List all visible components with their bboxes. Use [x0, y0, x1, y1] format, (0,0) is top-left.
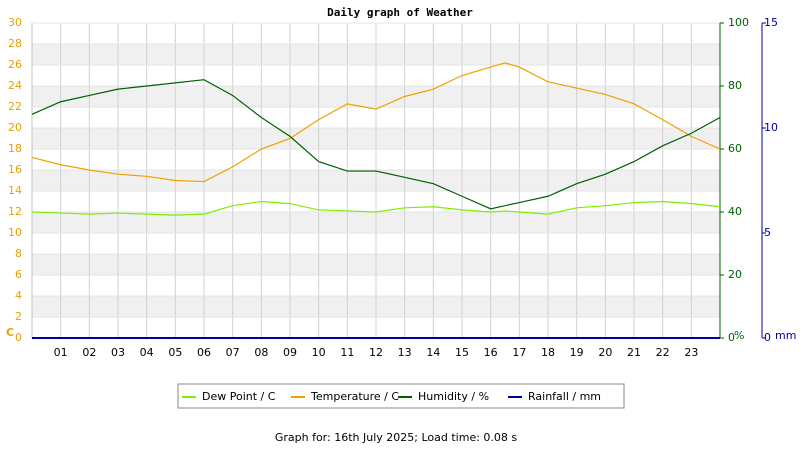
x-tick-label: 21	[627, 346, 641, 359]
y3-tick-label: 0	[764, 331, 771, 344]
x-tick-label: 03	[111, 346, 125, 359]
legend-label: Dew Point / C	[202, 390, 276, 403]
x-tick-label: 08	[254, 346, 268, 359]
y-tick-label: 12	[8, 205, 22, 218]
y-tick-label: 2	[15, 310, 22, 323]
legend-label: Humidity / %	[418, 390, 489, 403]
y3-axis-label: mm	[775, 329, 796, 342]
y-axis-label: C	[6, 326, 14, 339]
x-tick-label: 16	[484, 346, 498, 359]
y-tick-label: 6	[15, 268, 22, 281]
x-tick-label: 15	[455, 346, 469, 359]
series-line	[31, 79, 721, 210]
legend-label: Temperature / C	[310, 390, 399, 403]
x-tick-label: 22	[656, 346, 670, 359]
series-line	[31, 62, 721, 183]
y2-tick-label: 80	[728, 79, 742, 92]
y2-tick-label: 60	[728, 142, 742, 155]
y-tick-label: 26	[8, 58, 22, 71]
x-tick-label: 14	[426, 346, 440, 359]
series-line	[31, 200, 721, 216]
footer: Graph for: 16th July 2025; Load time: 0.…	[275, 431, 518, 444]
x-tick-label: 10	[312, 346, 326, 359]
x-tick-label: 04	[140, 346, 154, 359]
x-tick-label: 01	[54, 346, 68, 359]
y-tick-label: 10	[8, 226, 22, 239]
y-tick-label: 22	[8, 100, 22, 113]
x-tick-label: 13	[398, 346, 412, 359]
x-tick-label: 05	[168, 346, 182, 359]
x-tick-label: 23	[684, 346, 698, 359]
x-tick-label: 19	[570, 346, 584, 359]
y-tick-label: 28	[8, 37, 22, 50]
y3-tick-label: 10	[764, 121, 778, 134]
chart-title: Daily graph of Weather	[327, 6, 473, 19]
legend-label: Rainfall / mm	[528, 390, 601, 403]
x-tick-label: 18	[541, 346, 555, 359]
y-tick-label: 4	[15, 289, 22, 302]
y-tick-label: 8	[15, 247, 22, 260]
y-tick-label: 24	[8, 79, 22, 92]
y3-tick-label: 15	[764, 16, 778, 29]
x-tick-label: 20	[598, 346, 612, 359]
x-tick-label: 12	[369, 346, 383, 359]
y2-tick-label: 0	[728, 331, 735, 344]
y-tick-label: 0	[15, 331, 22, 344]
x-tick-label: 17	[512, 346, 526, 359]
x-tick-label: 06	[197, 346, 211, 359]
y2-axis-label: %	[734, 329, 744, 342]
y3-tick-label: 5	[764, 226, 771, 239]
x-tick-label: 09	[283, 346, 297, 359]
x-tick-label: 02	[82, 346, 96, 359]
y-tick-label: 16	[8, 163, 22, 176]
x-tick-label: 07	[226, 346, 240, 359]
y-tick-label: 18	[8, 142, 22, 155]
y2-tick-label: 100	[728, 16, 749, 29]
x-tick-label: 11	[340, 346, 354, 359]
y-tick-label: 30	[8, 16, 22, 29]
y2-tick-label: 40	[728, 205, 742, 218]
y-tick-label: 20	[8, 121, 22, 134]
y-tick-label: 14	[8, 184, 22, 197]
y2-tick-label: 20	[728, 268, 742, 281]
